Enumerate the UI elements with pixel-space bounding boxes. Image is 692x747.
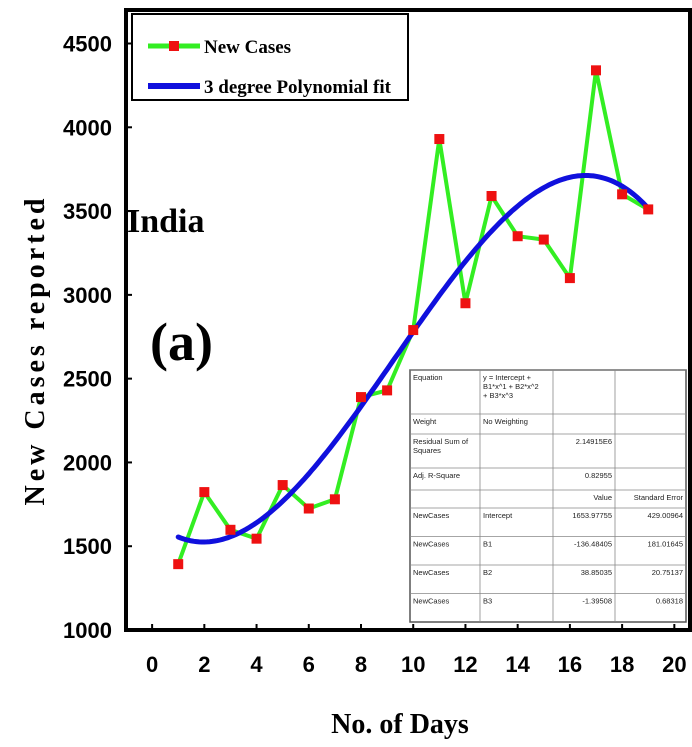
fit-table-cell: NewCases (413, 540, 450, 549)
new-cases-point (277, 480, 288, 491)
new-cases-point (591, 65, 601, 76)
legend-new-cases-marker (169, 41, 179, 51)
x-tick-label: 0 (146, 652, 158, 677)
legend-fit-label: 3 degree Polynomial fit (204, 77, 392, 98)
y-tick-label: 1500 (63, 534, 112, 559)
fit-table-cell: No Weighting (483, 417, 528, 426)
y-tick-label: 4000 (63, 115, 112, 140)
fit-table-cell: 181.01645 (648, 540, 683, 549)
fit-table-cell: Adj. R-Square (413, 471, 460, 480)
fit-table-cell: Squares (413, 446, 441, 455)
y-tick-label: 1000 (63, 618, 112, 643)
country-label: India (127, 203, 205, 240)
fit-table-cell: + B3*x^3 (483, 391, 513, 400)
x-tick-label: 8 (355, 652, 367, 677)
fit-table-cell: 0.68318 (656, 597, 683, 606)
y-axis-title: New Cases reported (20, 195, 51, 506)
x-tick-label: 18 (610, 652, 634, 677)
fit-table-cell: B3 (483, 597, 492, 606)
fit-table-cell: 429.00964 (648, 511, 683, 520)
new-cases-point (434, 134, 445, 145)
y-tick-label: 4500 (63, 32, 112, 57)
x-tick-label: 12 (453, 652, 477, 677)
fit-table-cell: Weight (413, 417, 437, 426)
y-tick-label: 2500 (63, 367, 112, 392)
panel-label: (a) (150, 312, 213, 372)
x-tick-label: 16 (558, 652, 582, 677)
fit-table-cell: B1*x^1 + B2*x^2 (483, 382, 539, 391)
new-cases-point (486, 191, 497, 201)
new-cases-point (303, 503, 314, 514)
new-cases-point (173, 559, 184, 570)
x-tick-label: 20 (662, 652, 686, 677)
new-cases-point (329, 494, 340, 505)
fit-table-cell: Residual Sum of (413, 437, 469, 446)
fit-table-cell: NewCases (413, 511, 450, 520)
fit-table-cell: -136.48405 (574, 540, 612, 549)
x-tick-label: 4 (250, 652, 263, 677)
x-tick-label: 10 (401, 652, 425, 677)
fit-table-cell: NewCases (413, 568, 450, 577)
new-cases-point (408, 325, 419, 336)
x-tick-label: 6 (303, 652, 315, 677)
fit-table-cell: Standard Error (634, 493, 684, 502)
legend-new-cases-label: New Cases (204, 37, 291, 58)
fit-table-cell: 0.82955 (585, 471, 612, 480)
new-cases-point (382, 385, 393, 396)
new-cases-point (538, 234, 549, 245)
new-cases-point (251, 533, 262, 544)
new-cases-point (564, 273, 575, 284)
x-tick-label: 2 (198, 652, 210, 677)
y-tick-label: 3000 (63, 283, 112, 308)
new-cases-point (460, 298, 471, 309)
fit-table-cell: -1.39508 (582, 597, 612, 606)
new-cases-point (225, 524, 236, 535)
new-cases-point (199, 487, 210, 498)
new-cases-point (617, 189, 628, 200)
fit-table-cell: 2.14915E6 (576, 437, 612, 446)
new-cases-point (356, 392, 366, 403)
new-cases-point (512, 231, 523, 242)
fit-table-cell: y = Intercept + (483, 373, 532, 382)
fit-table-cell: Value (593, 493, 612, 502)
y-tick-label: 2000 (63, 450, 112, 475)
fit-table-cell: Intercept (483, 511, 513, 520)
fit-table-cell: NewCases (413, 597, 450, 606)
x-tick-label: 14 (505, 652, 530, 677)
x-axis-title: No. of Days (331, 709, 469, 740)
y-tick-label: 3500 (63, 199, 112, 224)
fit-table (409, 369, 687, 623)
fit-table-cell: 20.75137 (652, 568, 683, 577)
fit-table-cell: B1 (483, 540, 492, 549)
fit-table-cell: Equation (413, 373, 443, 382)
fit-table-cell: B2 (483, 568, 492, 577)
new-cases-point (643, 204, 654, 215)
fit-table-cell: 38.85035 (581, 568, 612, 577)
plot-area-border (124, 8, 692, 632)
fit-table-cell: 1653.97755 (572, 511, 612, 520)
